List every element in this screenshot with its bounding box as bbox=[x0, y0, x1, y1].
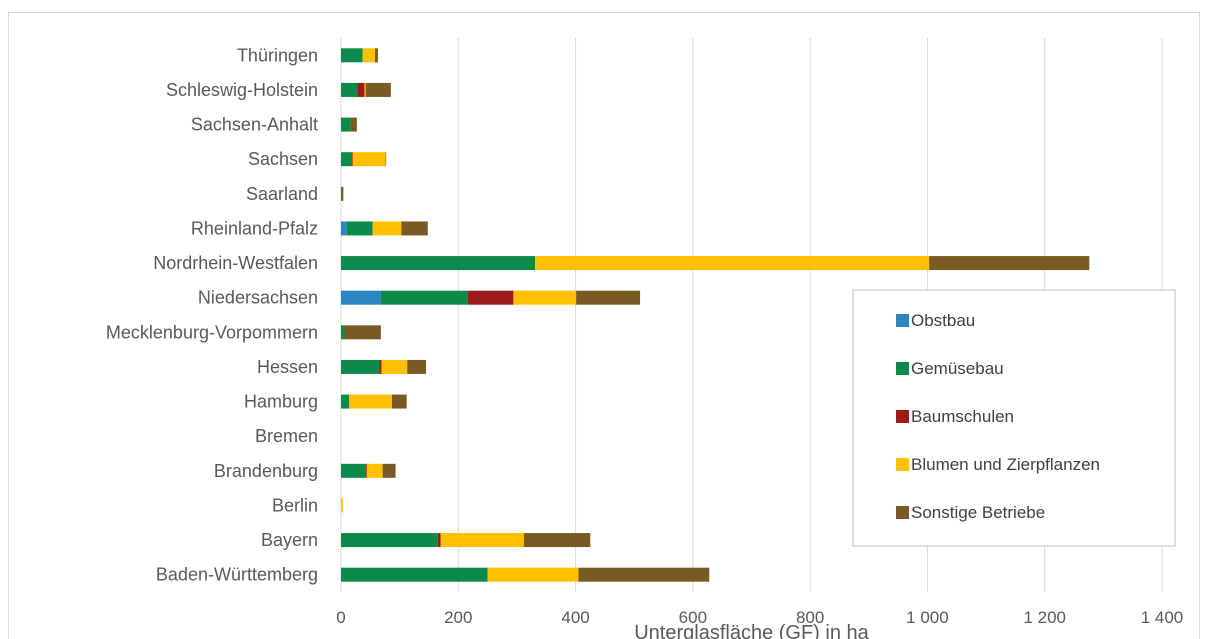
x-axis-title: Unterglasfläche (GF) in ha bbox=[634, 622, 869, 639]
legend-swatch bbox=[896, 410, 909, 423]
bar-segment bbox=[341, 256, 536, 271]
category-label: Hessen bbox=[257, 357, 318, 377]
category-labels: Baden-Württemberg Bayern Berlin Brandenburg… bbox=[106, 45, 318, 584]
bar-segment bbox=[351, 152, 353, 167]
x-tick-label: 1 200 bbox=[1023, 608, 1066, 627]
bar-segment bbox=[349, 394, 393, 409]
bar-segment bbox=[341, 152, 352, 167]
category-label: Thüringen bbox=[237, 45, 318, 65]
bar-segment bbox=[350, 117, 357, 132]
bar-segment bbox=[523, 533, 591, 548]
legend-swatch bbox=[896, 362, 909, 375]
legend-swatch bbox=[896, 458, 909, 471]
bar-segment bbox=[364, 82, 366, 97]
category-label: Nordrhein-Westfalen bbox=[153, 253, 318, 273]
bar-segment bbox=[437, 533, 441, 548]
x-tick-label: 1 000 bbox=[906, 608, 949, 627]
bar-segment bbox=[341, 463, 366, 478]
category-label: Mecklenburg-Vorpommern bbox=[106, 322, 318, 342]
bar-segment bbox=[929, 256, 1090, 271]
bar-segment bbox=[372, 221, 402, 236]
category-label: Brandenburg bbox=[214, 461, 318, 481]
category-label: Berlin bbox=[272, 495, 318, 515]
bar-segment bbox=[344, 325, 381, 340]
legend-swatch bbox=[896, 314, 909, 327]
x-tick-label: 800 bbox=[796, 608, 824, 627]
category-label: Bayern bbox=[261, 530, 318, 550]
bars bbox=[341, 48, 1090, 582]
x-tick-label: 400 bbox=[561, 608, 589, 627]
bar-segment bbox=[341, 567, 488, 582]
legend-label: Sonstige Betriebe bbox=[911, 503, 1045, 522]
bar-segment bbox=[401, 221, 428, 236]
legend-label: Gemüsebau bbox=[911, 359, 1004, 378]
bar-segment bbox=[341, 82, 358, 97]
legend: Obstbau Gemüsebau Baumschulen Blumen und Zi… bbox=[852, 289, 1176, 547]
bar-segment bbox=[341, 394, 350, 409]
bar-segment bbox=[381, 359, 408, 374]
bar-segment bbox=[341, 186, 344, 201]
category-label: Hamburg bbox=[244, 392, 318, 412]
bar-segment bbox=[382, 463, 396, 478]
category-label: Bremen bbox=[255, 426, 318, 446]
bar-segment bbox=[576, 290, 641, 305]
legend-label: Obstbau bbox=[911, 311, 975, 330]
bar-segment bbox=[392, 394, 407, 409]
bar-segment bbox=[362, 48, 376, 63]
x-tick-label: 1 400 bbox=[1141, 608, 1184, 627]
legend-label: Blumen und Zierpflanzen bbox=[911, 455, 1100, 474]
bar-segment bbox=[341, 533, 438, 548]
category-label: Sachsen-Anhalt bbox=[191, 115, 318, 135]
bar-segment bbox=[535, 256, 930, 271]
category-label: Sachsen bbox=[248, 149, 318, 169]
bar-segment bbox=[341, 48, 363, 63]
x-tick-label: 200 bbox=[444, 608, 472, 627]
bar-segment bbox=[578, 567, 710, 582]
bar-segment bbox=[352, 152, 386, 167]
bar-segment bbox=[341, 498, 343, 513]
x-tick-labels: 0 200 400 600 800 1 000 1 200 1 400 bbox=[336, 608, 1183, 627]
bar-segment bbox=[467, 290, 514, 305]
bar-segment bbox=[375, 48, 378, 63]
legend-swatch bbox=[896, 506, 909, 519]
bar-segment bbox=[346, 221, 373, 236]
x-tick-label: 600 bbox=[679, 608, 707, 627]
category-label: Schleswig-Holstein bbox=[166, 80, 318, 100]
bar-segment bbox=[341, 359, 380, 374]
bar-segment bbox=[365, 82, 391, 97]
bar-segment bbox=[440, 533, 524, 548]
bar-segment bbox=[379, 359, 382, 374]
category-label: Saarland bbox=[246, 184, 318, 204]
bar-segment bbox=[513, 290, 577, 305]
bar-segment bbox=[380, 290, 468, 305]
bar-segment bbox=[341, 325, 345, 340]
category-label: Rheinland-Pfalz bbox=[191, 218, 318, 238]
bar-segment bbox=[385, 152, 387, 167]
x-tick-label: 0 bbox=[336, 608, 345, 627]
bar-segment bbox=[366, 463, 383, 478]
bar-segment bbox=[407, 359, 427, 374]
legend-label: Baumschulen bbox=[911, 407, 1014, 426]
bar-segment bbox=[357, 82, 365, 97]
bar-segment bbox=[341, 117, 351, 132]
bar-segment bbox=[341, 221, 347, 236]
bar-segment bbox=[365, 463, 367, 478]
category-label: Baden-Württemberg bbox=[156, 565, 318, 585]
bar-segment bbox=[487, 567, 579, 582]
bar-segment bbox=[341, 290, 381, 305]
category-label: Niedersachsen bbox=[198, 288, 318, 308]
